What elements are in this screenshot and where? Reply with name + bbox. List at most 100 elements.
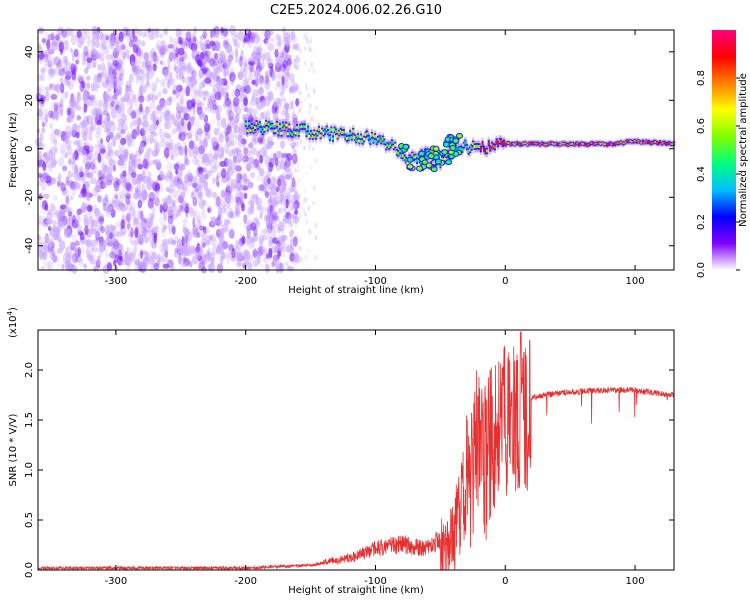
spectrogram-cell	[231, 159, 238, 170]
spectrogram-ridge-core	[345, 137, 349, 141]
spectrogram-ridge-core	[352, 129, 355, 133]
spectrogram-cell	[207, 100, 214, 110]
spectrogram-cell	[127, 107, 133, 116]
spectrogram-cell	[79, 171, 84, 178]
spectrogram-cell	[40, 97, 45, 105]
spectrogram-cell	[231, 247, 236, 259]
spectrogram-cell	[305, 265, 308, 271]
spectrogram-cell	[218, 203, 224, 210]
spectrogram-cell	[163, 200, 168, 210]
spectrogram-cell	[98, 71, 105, 78]
spectrogram-cell	[165, 176, 171, 182]
spectrogram-cell	[250, 96, 257, 107]
spectrogram-cell	[98, 223, 104, 232]
spectrogram-cell	[49, 83, 53, 91]
spectrogram-cell	[229, 207, 234, 219]
spectrogram-cell	[37, 159, 45, 168]
spectrogram-cell	[194, 188, 200, 194]
spectrogram-cell	[66, 114, 74, 123]
spectrogram-ridge-core	[514, 143, 517, 146]
spectrogram-cell	[289, 252, 295, 262]
spectrogram-cell	[214, 52, 219, 60]
spectrogram-cell	[296, 195, 299, 201]
spectrogram-cell	[48, 150, 53, 162]
spectrogram-cell	[144, 160, 150, 171]
spectrogram-ridge-core	[557, 143, 560, 146]
spectrogram-cell	[272, 236, 280, 244]
spectrogram-cell	[124, 127, 130, 135]
spectrogram-ridge-core	[328, 136, 331, 140]
spectrogram-cell	[246, 110, 252, 117]
spectrogram-cell	[188, 100, 193, 107]
spectrogram-cell	[273, 215, 280, 222]
spectrogram-cell	[139, 142, 145, 153]
spectrogram-cell	[138, 95, 145, 103]
spectrogram-cell	[212, 74, 220, 82]
spectrogram-ridge-core	[261, 130, 265, 134]
spectrogram-cell	[298, 106, 302, 112]
spectrogram-cell	[304, 31, 307, 37]
spectrogram-ridge-core	[616, 142, 620, 145]
spectrogram-ridge-core	[373, 134, 377, 138]
spectrogram-cell	[128, 32, 134, 40]
spectrogram-cell	[258, 184, 265, 191]
spectrogram-ridge-core	[551, 142, 554, 145]
spectrogram-cell	[64, 152, 68, 159]
spectrogram-cell	[207, 132, 213, 143]
spectrogram-cell	[215, 30, 220, 39]
spectrogram-cell	[181, 236, 185, 247]
spectrogram-cell	[137, 117, 142, 127]
spectrogram-cell	[144, 236, 149, 244]
spectrogram-cell	[153, 131, 158, 138]
spectrogram-cell	[253, 161, 258, 171]
spectrogram-cell	[53, 210, 60, 218]
spectrogram-cell	[95, 83, 101, 89]
spectrogram-cell	[76, 91, 81, 103]
spectrogram-cell	[282, 39, 285, 45]
spectrogram-cell	[216, 181, 220, 188]
spectrogram-cell	[77, 246, 81, 258]
spectrogram-blob	[456, 132, 464, 139]
spectrogram-ridge-core	[660, 142, 663, 145]
spectrogram-cell	[53, 111, 60, 118]
spectrogram-ridge-core	[299, 125, 302, 129]
spectrogram-ridge-core	[342, 130, 345, 134]
spectrogram-cell	[244, 107, 249, 113]
spectrogram-cell	[224, 192, 230, 202]
spectrogram-cell	[49, 147, 54, 155]
spectrogram-ridge-core	[387, 145, 391, 149]
spectrogram-cell	[172, 41, 179, 52]
spectrogram-ridge-core	[568, 142, 571, 145]
spectrogram-cell	[253, 68, 260, 78]
spectrogram-cell	[260, 205, 268, 213]
spectrogram-cell	[90, 228, 97, 235]
spectrogram-cell	[42, 251, 48, 261]
spectrogram-cell	[283, 189, 287, 195]
spectrogram-cell	[122, 170, 127, 178]
spectrogram-cell	[141, 213, 145, 221]
spectrogram-ridge-core	[644, 140, 648, 143]
spectrogram-cell	[185, 175, 191, 183]
spectrogram-cell	[264, 51, 271, 62]
spectrogram-cell	[188, 140, 195, 150]
spectrogram-cell	[187, 121, 192, 132]
spectrogram-blob	[445, 159, 453, 166]
spectrogram-cell	[272, 97, 276, 103]
spectrogram-cell	[199, 61, 206, 71]
spectrogram-cell	[267, 31, 270, 37]
spectrogram-cell	[88, 95, 95, 101]
spectrogram-cell	[179, 131, 186, 142]
spectrogram-cell	[53, 56, 59, 65]
spectrogram-cell	[162, 263, 170, 269]
spectrogram-cell	[274, 262, 278, 268]
spectrogram-cell	[184, 158, 190, 166]
spectrogram-cell	[86, 238, 90, 249]
spectrogram-cell	[72, 151, 80, 161]
spectrogram-cell	[191, 69, 197, 78]
spectrogram-cell	[256, 254, 261, 265]
spectrogram-cell	[132, 217, 138, 228]
spectrogram-cell	[238, 95, 244, 102]
spectrogram-cell	[240, 138, 247, 145]
spectrogram-cell	[70, 195, 74, 201]
spectrogram-cell	[75, 59, 80, 65]
